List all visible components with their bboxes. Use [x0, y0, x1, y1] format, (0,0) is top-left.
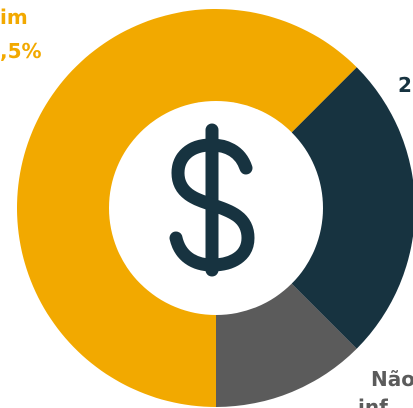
value-label: ,5%: [0, 39, 42, 63]
dollar-icon: [169, 123, 255, 277]
category-label: Não: [371, 367, 413, 391]
labels: 2 Não inf im ,5%: [0, 5, 413, 408]
category-label: inf: [358, 395, 388, 408]
value-label: 2: [398, 73, 412, 97]
category-label: im: [0, 5, 28, 29]
